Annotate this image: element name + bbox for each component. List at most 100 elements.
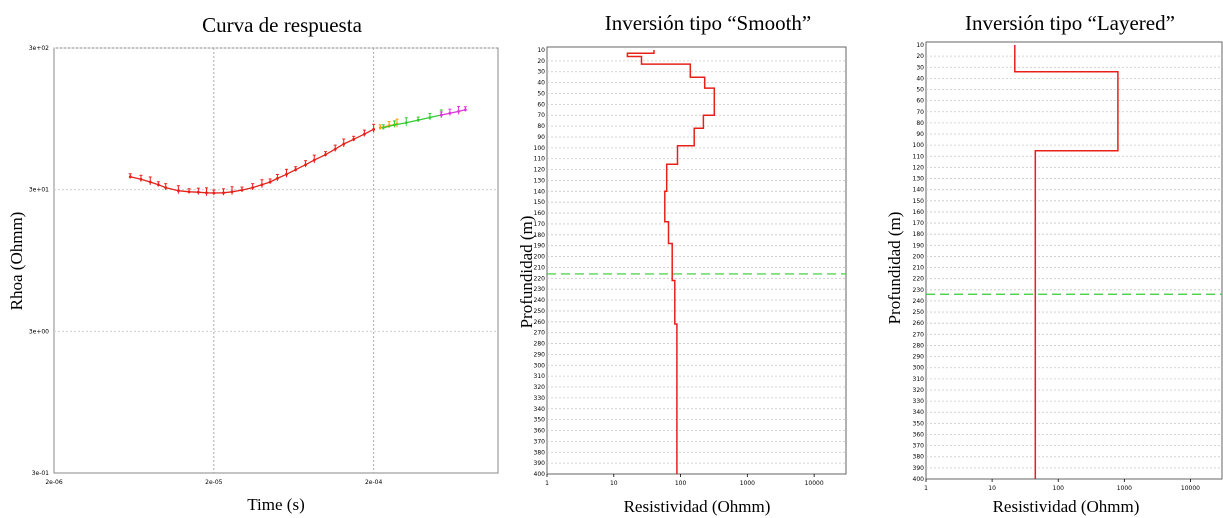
response-data-point xyxy=(333,147,337,151)
smooth-ytick-label: 250 xyxy=(534,308,546,315)
smooth-ytick-label: 130 xyxy=(534,177,546,184)
smooth-ytick-label: 300 xyxy=(534,362,546,369)
smooth-ytick-label: 230 xyxy=(534,286,546,293)
response-data-point xyxy=(404,121,408,125)
response-ytick-label: 3e+02 xyxy=(29,45,49,52)
layered-xtick-label: 1000 xyxy=(1117,485,1132,492)
response-data-point xyxy=(372,127,376,131)
smooth-xlabel: Resistividad (Ohmm) xyxy=(624,497,771,516)
response-data-point xyxy=(324,153,327,157)
layered-ytick-label: 40 xyxy=(916,75,924,82)
smooth-ytick-label: 90 xyxy=(537,134,545,141)
response-data-point xyxy=(176,189,180,193)
response-xtick-label: 2e-06 xyxy=(45,479,62,486)
response-ylabel: Rhoa (Ohmm) xyxy=(7,212,26,311)
response-data-point xyxy=(304,163,307,167)
response-tick-labels: 2e-06 2e-05 2e-04 3e-01 3e+00 3e+01 3e+02 xyxy=(29,45,383,486)
response-ytick-label: 3e-01 xyxy=(32,470,49,477)
smooth-ytick-label: 80 xyxy=(537,123,545,130)
layered-ytick-label: 300 xyxy=(913,365,925,372)
smooth-ytick-label: 280 xyxy=(534,341,546,348)
response-grid xyxy=(54,47,498,473)
smooth-ytick-label: 370 xyxy=(534,438,546,445)
layered-panel: Inversión tipo “Layered” 10 20 30 40 50 60 70 8… xyxy=(885,11,1223,516)
layered-ytick-label: 370 xyxy=(913,443,925,450)
response-title: Curva de respuesta xyxy=(202,13,362,37)
response-data-point xyxy=(148,180,152,184)
response-series-line xyxy=(383,114,442,129)
smooth-ytick-label: 70 xyxy=(537,112,545,119)
smooth-ytick-label: 200 xyxy=(534,254,546,261)
smooth-ytick-label: 20 xyxy=(537,58,545,65)
smooth-ytick-label: 120 xyxy=(534,167,546,174)
response-panel: Curva de respuesta 2e-06 2e-05 2e-04 3e-01 3… xyxy=(7,13,499,514)
smooth-plot-frame xyxy=(546,46,847,475)
smooth-ytick-label: 390 xyxy=(534,460,546,467)
smooth-ytick-label: 340 xyxy=(534,406,546,413)
layered-ytick-label: 160 xyxy=(913,209,925,216)
smooth-ytick-label: 30 xyxy=(537,69,545,76)
response-data-point xyxy=(393,123,396,127)
layered-ytick-label: 320 xyxy=(913,387,925,394)
layered-ytick-label: 110 xyxy=(913,153,925,160)
response-data-point xyxy=(187,190,191,194)
response-plot-frame xyxy=(53,47,499,474)
smooth-ytick-label: 260 xyxy=(534,319,546,326)
layered-ytick-label: 280 xyxy=(913,342,925,349)
smooth-ytick-label: 40 xyxy=(537,80,545,87)
response-xtick-label: 2e-04 xyxy=(365,479,382,486)
smooth-ytick-label: 170 xyxy=(534,221,546,228)
smooth-tick-labels: 1020304050607080901001101201301401501601… xyxy=(534,47,824,487)
smooth-ytick-label: 180 xyxy=(534,232,546,239)
layered-xtick-label: 10 xyxy=(988,485,996,492)
layered-ytick-label: 80 xyxy=(916,120,924,127)
response-data-point xyxy=(240,188,244,192)
response-data-point xyxy=(285,172,288,176)
smooth-ytick-label: 330 xyxy=(534,395,546,402)
layered-ytick-label: 390 xyxy=(913,465,925,472)
response-data-point xyxy=(428,116,432,119)
response-data-point xyxy=(352,137,356,141)
layered-grid xyxy=(925,55,1222,482)
layered-ytick-label: 210 xyxy=(913,265,925,272)
layered-xtick-label: 10000 xyxy=(1181,485,1200,492)
smooth-ytick-label: 10 xyxy=(537,47,545,54)
response-data-point xyxy=(164,186,168,190)
layered-ytick-label: 200 xyxy=(913,253,925,260)
layered-profile xyxy=(926,45,1222,479)
layered-xlabel: Resistividad (Ohmm) xyxy=(993,497,1140,516)
smooth-profile xyxy=(547,50,846,474)
response-data-point xyxy=(381,126,385,130)
layered-ytick-label: 330 xyxy=(913,398,925,405)
smooth-ytick-label: 220 xyxy=(534,275,546,282)
smooth-ytick-label: 400 xyxy=(534,471,546,478)
response-ytick-label: 3e+01 xyxy=(29,187,49,194)
smooth-ytick-label: 290 xyxy=(534,351,546,358)
response-data-point xyxy=(378,126,382,130)
layered-ytick-label: 250 xyxy=(913,309,925,316)
layered-ylabel: Profundidad (m) xyxy=(885,212,904,325)
smooth-ytick-label: 350 xyxy=(534,417,546,424)
response-xlabel: Time (s) xyxy=(247,495,304,514)
smooth-profile-line xyxy=(626,50,716,474)
smooth-xtick-label: 100 xyxy=(675,480,687,487)
layered-ytick-label: 380 xyxy=(913,454,925,461)
response-data-point xyxy=(457,110,460,113)
layered-plot-frame xyxy=(925,41,1223,480)
smooth-ytick-label: 210 xyxy=(534,264,546,271)
smooth-ytick-label: 360 xyxy=(534,428,546,435)
layered-ytick-label: 400 xyxy=(913,476,925,483)
layered-ytick-label: 150 xyxy=(913,198,925,205)
smooth-ytick-label: 310 xyxy=(534,373,546,380)
response-data-point xyxy=(342,142,346,146)
layered-xtick-label: 100 xyxy=(1053,485,1065,492)
response-data-point xyxy=(251,186,255,190)
response-xtick-label: 2e-05 xyxy=(205,479,222,486)
layered-tick-labels: 1020304050607080901001101201301401501601… xyxy=(913,42,1201,492)
response-data-point xyxy=(448,111,452,115)
response-data-point xyxy=(276,177,279,180)
layered-ytick-label: 30 xyxy=(916,64,924,71)
layered-ytick-label: 360 xyxy=(913,431,925,438)
layered-title: Inversión tipo “Layered” xyxy=(965,11,1175,35)
response-data-point xyxy=(294,168,298,172)
